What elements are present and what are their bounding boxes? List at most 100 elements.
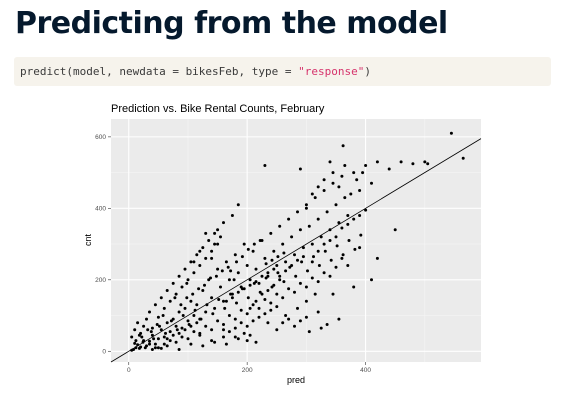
data-point xyxy=(260,274,264,278)
data-point xyxy=(245,324,249,328)
data-point xyxy=(290,264,294,267)
data-point xyxy=(358,214,362,217)
data-point xyxy=(293,324,296,328)
data-point xyxy=(186,337,190,341)
data-point xyxy=(322,178,326,182)
data-point xyxy=(325,323,329,326)
data-point xyxy=(340,226,344,230)
plot-panel xyxy=(111,119,481,362)
data-point xyxy=(300,260,304,264)
data-point xyxy=(186,319,190,323)
data-point xyxy=(180,285,184,289)
data-point xyxy=(316,310,320,314)
data-point xyxy=(257,281,261,285)
data-point xyxy=(343,164,347,167)
y-tick-label: 200 xyxy=(95,277,106,284)
data-point xyxy=(323,249,327,253)
data-point xyxy=(284,314,288,317)
data-point xyxy=(278,274,282,278)
data-point xyxy=(393,228,397,232)
data-point xyxy=(159,296,163,300)
data-point xyxy=(183,306,187,310)
data-point xyxy=(322,189,326,192)
data-point xyxy=(258,239,262,242)
data-point xyxy=(310,276,314,280)
data-point xyxy=(164,331,167,335)
data-point xyxy=(317,264,321,267)
data-point xyxy=(387,167,391,171)
data-point xyxy=(230,214,234,217)
data-point xyxy=(233,335,237,339)
data-point xyxy=(276,271,280,275)
data-point xyxy=(213,306,217,310)
data-point xyxy=(352,217,356,221)
data-point xyxy=(364,164,368,167)
data-point xyxy=(195,253,199,257)
data-point xyxy=(150,333,154,337)
code-block: predict(model, newdata = bikesFeb, type … xyxy=(14,57,551,86)
data-point xyxy=(290,235,294,239)
data-point xyxy=(298,281,302,285)
data-point xyxy=(364,208,368,212)
data-point xyxy=(222,299,225,303)
data-point xyxy=(343,196,347,200)
data-point xyxy=(153,346,157,350)
data-point xyxy=(222,335,225,339)
data-point xyxy=(222,221,225,225)
data-point xyxy=(325,210,329,214)
data-point xyxy=(263,164,267,167)
data-point xyxy=(168,299,172,303)
data-point xyxy=(133,341,137,345)
data-point xyxy=(224,342,228,346)
data-point xyxy=(177,348,181,351)
data-point xyxy=(245,264,249,267)
chart-title: Prediction vs. Bike Rental Counts, Febru… xyxy=(111,103,325,115)
data-point xyxy=(224,260,228,264)
data-point xyxy=(281,242,285,246)
data-point xyxy=(158,324,161,328)
data-point xyxy=(169,319,173,323)
data-point xyxy=(239,321,243,325)
data-point xyxy=(162,342,166,346)
data-point xyxy=(220,269,224,273)
data-point xyxy=(334,265,338,269)
data-point xyxy=(222,323,225,326)
data-point xyxy=(310,192,314,196)
data-point xyxy=(294,274,298,278)
data-point xyxy=(254,267,258,271)
data-point xyxy=(236,203,240,207)
data-point xyxy=(214,274,218,278)
data-point xyxy=(284,269,288,273)
data-points xyxy=(130,131,465,352)
x-tick-label: 200 xyxy=(242,367,253,374)
data-point xyxy=(142,324,146,328)
data-point xyxy=(197,287,201,291)
data-point xyxy=(306,269,309,273)
data-point xyxy=(411,162,415,166)
data-point xyxy=(272,249,276,253)
data-point xyxy=(153,303,157,307)
data-point xyxy=(246,296,250,300)
data-point xyxy=(254,299,258,303)
data-point xyxy=(287,217,291,221)
data-point xyxy=(353,247,357,251)
data-point xyxy=(270,258,274,262)
data-point xyxy=(293,290,296,294)
data-point xyxy=(263,256,267,260)
data-point xyxy=(242,242,246,246)
data-point xyxy=(304,299,308,303)
data-point xyxy=(175,328,179,332)
data-point xyxy=(204,324,208,328)
data-point xyxy=(198,333,202,337)
data-point xyxy=(298,228,302,232)
data-point xyxy=(210,339,214,343)
data-point xyxy=(278,278,282,282)
data-point xyxy=(222,328,225,332)
data-point xyxy=(307,224,311,228)
data-point xyxy=(304,285,308,289)
data-point xyxy=(229,292,233,296)
data-point xyxy=(230,296,234,300)
data-point xyxy=(251,319,255,323)
data-point xyxy=(301,246,305,250)
data-point xyxy=(313,292,317,296)
